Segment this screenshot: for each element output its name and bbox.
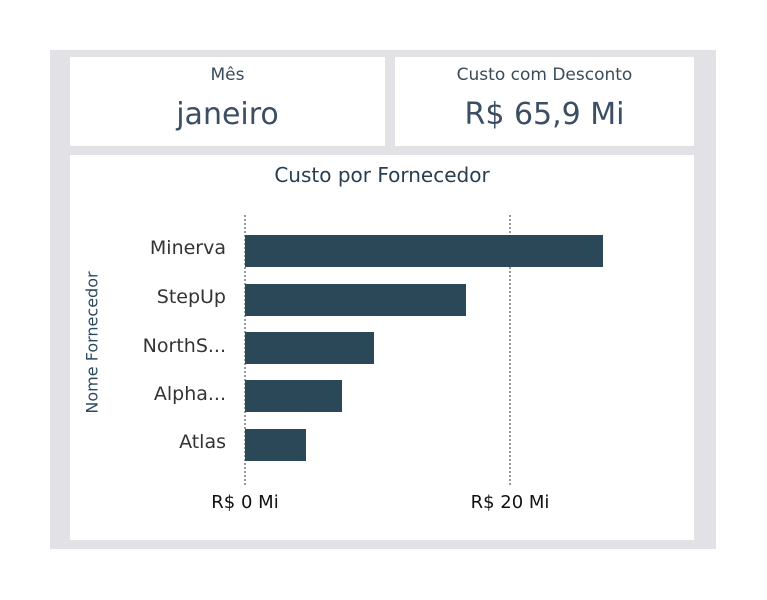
category-label: Alpha... bbox=[153, 383, 226, 405]
category-label: StepUp bbox=[156, 286, 226, 308]
x-tick-20: R$ 20 Mi bbox=[470, 492, 550, 513]
kpi-cost-label: Custo com Desconto bbox=[456, 65, 633, 85]
gridline-20 bbox=[509, 215, 511, 485]
bar-norths[interactable] bbox=[245, 332, 374, 364]
bar-chart-card[interactable]: Custo por Fornecedor Nome Fornecedor Min… bbox=[70, 155, 694, 540]
category-label: Atlas bbox=[179, 431, 226, 453]
chart-title: Custo por Fornecedor bbox=[274, 163, 490, 187]
bar-alpha[interactable] bbox=[245, 380, 342, 412]
kpi-card-month[interactable]: Mês janeiro bbox=[70, 57, 385, 146]
category-label: Minerva bbox=[149, 237, 226, 259]
bar-minerva[interactable] bbox=[245, 235, 603, 267]
kpi-card-discounted-cost[interactable]: Custo com Desconto R$ 65,9 Mi bbox=[395, 57, 694, 146]
kpi-month-label: Mês bbox=[210, 65, 245, 85]
x-tick-0: R$ 0 Mi bbox=[211, 492, 279, 513]
kpi-cost-value: R$ 65,9 Mi bbox=[464, 97, 625, 132]
y-axis-title: Nome Fornecedor bbox=[82, 271, 102, 414]
bar-stepup[interactable] bbox=[245, 284, 466, 316]
report-canvas: Mês janeiro Custo com Desconto R$ 65,9 M… bbox=[50, 50, 716, 549]
category-label: NorthS... bbox=[142, 335, 226, 357]
kpi-month-value: janeiro bbox=[176, 97, 279, 132]
bar-atlas[interactable] bbox=[245, 429, 306, 461]
